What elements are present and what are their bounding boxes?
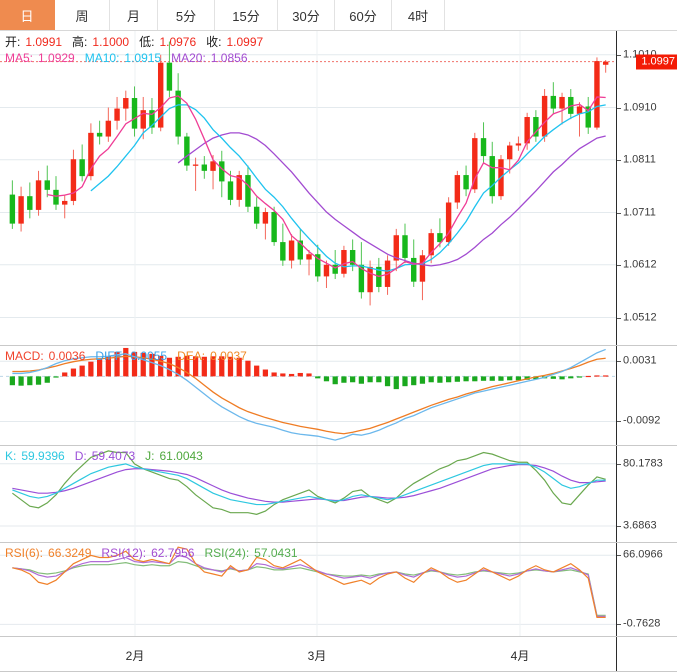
tab-7[interactable]: 4时 [392,0,445,30]
price-plot-area[interactable] [0,31,616,345]
kdj-axis-label: 80.1783 [623,457,663,470]
tab-2[interactable]: 月 [110,0,158,30]
kdj-axis: 80.1783 3.6863 [616,446,677,542]
price-axis-tick [617,264,621,266]
rsi-panel: 66.0966 -0.7628 RSI(6): 66.3249 RSI(12): 62.… [0,543,677,637]
kdj-axis-tick [617,463,621,465]
macd-panel: 0.0031 -0.0092 MACD: 0.0036 DIFF: 0.0055 DEA:… [0,346,677,446]
price-axis-label: 1.0910 [623,101,657,114]
rsi-plot-area[interactable] [0,543,616,636]
rsi-axis-label: 66.0966 [623,548,663,561]
macd-axis-label: 0.0031 [623,354,657,367]
price-axis-label: 1.0711 [623,206,656,219]
macd-axis-tick [617,361,621,363]
time-axis-area: 2月 3月 4月 [0,637,616,671]
kdj-svg [0,446,616,542]
tabbar-filler [445,0,677,30]
kdj-axis-label: 3.6863 [623,519,657,532]
rsi-axis-tick [617,624,621,626]
price-axis-tick [617,159,621,161]
time-axis-corner [616,637,677,671]
tab-3[interactable]: 5分 [158,0,215,30]
price-axis-label: 1.0811 [623,153,656,166]
price-axis-label: 1.0612 [623,258,657,271]
price-axis-tick [617,317,621,319]
kdj-axis-tick [617,525,621,527]
macd-svg [0,346,616,445]
rsi-axis-tick [617,555,621,557]
tab-1[interactable]: 周 [55,0,110,30]
rsi-axis-label: -0.7628 [623,617,661,630]
macd-axis-label: -0.0092 [623,414,661,427]
macd-axis: 0.0031 -0.0092 [616,346,677,445]
tab-6[interactable]: 60分 [335,0,392,30]
price-axis-tick [617,107,621,109]
timeframe-tabbar: 日周月 5分 15分 30分 60分 4时 [0,0,677,31]
macd-plot-area[interactable] [0,346,616,445]
tab-0[interactable]: 日 [0,0,55,30]
candlestick-svg [0,31,616,345]
tab-4[interactable]: 15分 [215,0,278,30]
current-price-badge: 1.0997 [636,54,677,70]
rsi-svg [0,543,616,636]
price-axis-label: 1.0512 [623,311,657,324]
rsi-axis: 66.0966 -0.7628 [616,543,677,636]
kdj-panel: 80.1783 3.6863 K: 59.9396 D: 59.4073 J: 61.004… [0,446,677,543]
time-axis-label-0: 2月 [125,649,145,663]
tab-5[interactable]: 30分 [278,0,335,30]
time-axis-label-2: 4月 [510,649,530,663]
time-axis-panel: 2月 3月 4月 [0,637,677,672]
price-axis-tick [617,54,621,56]
kdj-plot-area[interactable] [0,446,616,542]
price-axis-tick [617,212,621,214]
macd-axis-tick [617,421,621,423]
time-axis-label-1: 3月 [307,649,327,663]
